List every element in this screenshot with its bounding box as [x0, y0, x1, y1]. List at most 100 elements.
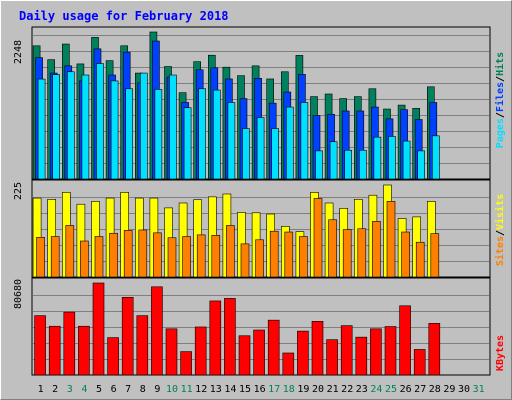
day-label: 3 — [67, 384, 73, 395]
kbytes-bar — [48, 325, 61, 376]
kbytes-bar — [136, 315, 149, 376]
sites-bar — [138, 229, 148, 278]
pages-bar — [96, 63, 104, 180]
pages-bar — [110, 80, 119, 180]
sites-bar — [182, 236, 191, 278]
kbytes-bar — [370, 328, 382, 376]
day-label: 4 — [81, 384, 87, 395]
day-label: 16 — [254, 384, 266, 395]
day-label: 11 — [181, 384, 193, 395]
day-label: 10 — [166, 384, 178, 395]
pages-bar — [213, 89, 221, 180]
sites-bar — [284, 231, 294, 278]
legend-item-kbytes: KBytes — [495, 335, 506, 371]
pages-bar — [300, 102, 309, 180]
visits-sites-panel — [31, 179, 491, 278]
sites-bar — [80, 240, 89, 278]
legend-separator: / — [495, 230, 506, 236]
sites-bar — [415, 241, 425, 278]
day-label: 7 — [125, 384, 131, 395]
kbytes-bar — [63, 311, 76, 376]
day-label: 17 — [268, 384, 280, 395]
legend-item-pages: Pages — [495, 118, 506, 148]
sites-bar — [342, 229, 352, 278]
kbytes-bar — [165, 328, 178, 376]
day-label: 22 — [341, 384, 353, 395]
pages-bar — [256, 117, 265, 180]
sites-bar — [36, 237, 45, 278]
pages-bar — [37, 78, 46, 180]
pages-bar — [329, 141, 338, 180]
middle-ymax-label: 225 — [13, 182, 24, 200]
sites-bar — [386, 201, 396, 278]
middle-legend: Sites/Visits — [494, 194, 506, 266]
kbytes-bar — [151, 286, 163, 376]
pages-bar — [242, 128, 250, 180]
bottom-legend: KBytes — [495, 335, 506, 371]
kbytes-panel — [31, 277, 491, 376]
kbytes-bar — [107, 337, 119, 376]
legend-item-hits: Hits — [494, 52, 506, 76]
day-label: 24 — [370, 384, 382, 395]
sites-bar — [255, 239, 264, 278]
kbytes-bar — [238, 335, 251, 376]
kbytes-bar — [311, 321, 324, 376]
day-label: 14 — [224, 384, 236, 395]
pages-bar — [67, 71, 75, 180]
pages-bar — [285, 106, 294, 180]
legend-item-files: Files — [494, 82, 506, 112]
pages-bar — [388, 136, 396, 180]
top-ymax-label: 2248 — [13, 40, 24, 64]
kbytes-bar — [267, 319, 280, 376]
pages-bar — [417, 150, 426, 180]
pages-bar — [125, 88, 133, 180]
day-label: 5 — [96, 384, 102, 395]
day-label: 20 — [312, 384, 324, 395]
pages-bar — [169, 74, 177, 180]
pages-bar — [344, 149, 353, 180]
sites-bar — [357, 228, 367, 278]
pages-bar — [183, 107, 192, 180]
sites-bar — [65, 225, 75, 278]
day-label: 8 — [140, 384, 146, 395]
sites-bar — [299, 236, 308, 278]
day-label: 31 — [473, 384, 485, 395]
day-label: 26 — [400, 384, 412, 395]
day-label: 19 — [297, 384, 309, 395]
kbytes-bar — [92, 282, 105, 376]
kbytes-bar — [78, 325, 90, 376]
pages-bar — [81, 74, 90, 180]
sites-bar — [226, 225, 235, 278]
sites-bar — [94, 236, 104, 278]
day-label: 9 — [154, 384, 160, 395]
kbytes-bar — [340, 325, 353, 376]
kbytes-bar — [34, 315, 46, 376]
pages-bar — [140, 72, 148, 180]
kbytes-bar — [384, 326, 397, 376]
day-label: 6 — [111, 384, 117, 395]
sites-bar — [269, 230, 279, 278]
kbytes-bar — [121, 296, 134, 376]
kbytes-bar — [194, 326, 207, 376]
kbytes-bar — [326, 339, 338, 376]
sites-bar — [123, 230, 133, 278]
sites-bar — [328, 219, 337, 278]
pages-bar — [373, 136, 382, 180]
top-legend: Pages/Files/Hits — [494, 52, 506, 148]
day-label: 28 — [429, 384, 441, 395]
hits-files-pages-panel — [31, 26, 491, 180]
kbytes-bar — [180, 351, 192, 376]
legend-text: Sites/Visits — [494, 194, 506, 266]
pages-bar — [358, 149, 367, 180]
sites-bar — [153, 232, 162, 278]
pages-bar — [52, 74, 61, 180]
legend-text: KBytes — [495, 335, 506, 371]
legend-item-sites: Sites — [494, 236, 506, 266]
pages-bar — [227, 102, 236, 180]
sites-bar — [196, 234, 206, 278]
legend-separator: / — [495, 76, 506, 82]
chart-title: Daily usage for February 2018 — [19, 9, 229, 23]
day-label: 1 — [38, 384, 44, 395]
kbytes-bar — [209, 300, 222, 376]
